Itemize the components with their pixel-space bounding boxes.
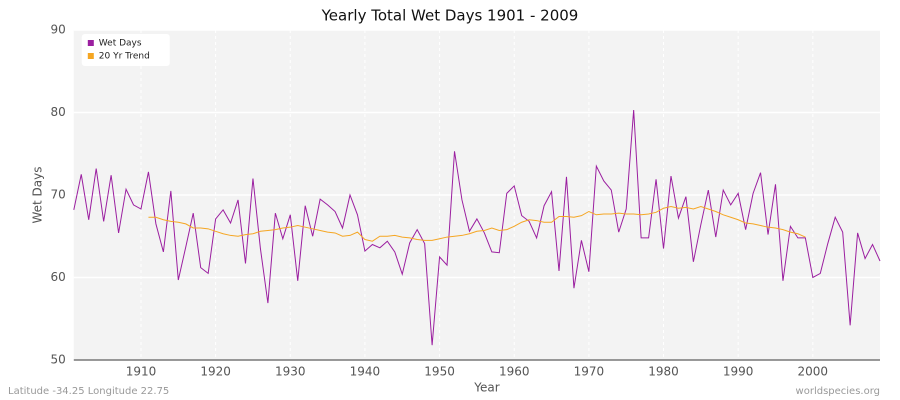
y-tick-label: 90 [51, 23, 66, 37]
x-tick-label: 2000 [798, 365, 829, 379]
legend-label: 20 Yr Trend [99, 52, 150, 62]
y-tick-label: 70 [51, 188, 66, 202]
legend-swatch [87, 40, 94, 46]
y-tick-label: 80 [51, 105, 66, 119]
x-tick-label: 1920 [200, 365, 231, 379]
legend-label: Wet Days [99, 39, 142, 49]
y-tick-label: 50 [51, 353, 66, 367]
x-tick-label: 1950 [424, 365, 455, 379]
footer-right: worldspecies.org [796, 386, 880, 397]
x-tick-label: 1980 [648, 365, 679, 379]
legend-box [81, 34, 170, 66]
data-line [73, 109, 881, 346]
y-axis-label: Wet Days [31, 166, 45, 223]
x-tick-label: 1910 [126, 365, 157, 379]
x-tick-label: 1930 [275, 365, 306, 379]
x-tick-label: 1970 [574, 365, 605, 379]
footer-left: Latitude -34.25 Longitude 22.75 [8, 386, 169, 397]
legend-swatch [87, 53, 94, 59]
x-axis-label: Year [473, 381, 499, 395]
x-tick-label: 1990 [723, 365, 754, 379]
y-tick-label: 60 [51, 270, 66, 284]
data-line [148, 206, 806, 242]
x-tick-label: 1960 [499, 365, 530, 379]
x-tick-label: 1940 [350, 365, 381, 379]
chart-title: Yearly Total Wet Days 1901 - 2009 [321, 7, 579, 25]
